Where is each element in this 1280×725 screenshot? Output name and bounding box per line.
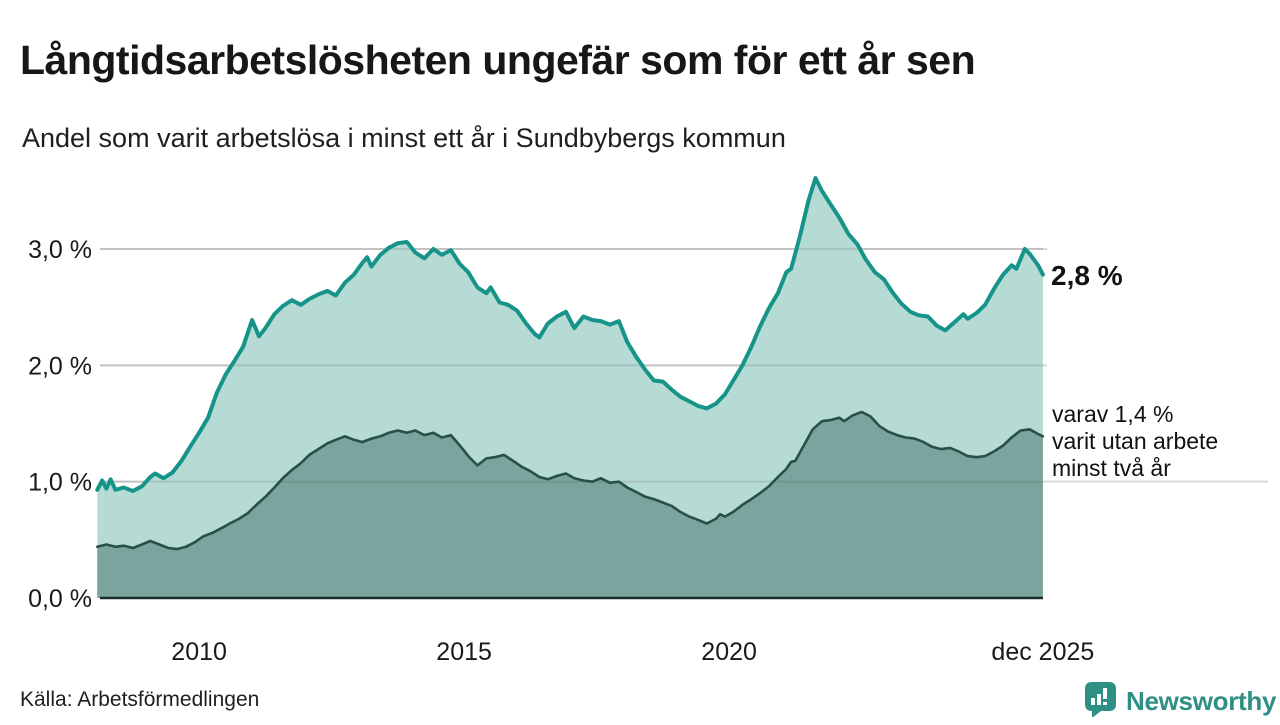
source-attribution: Källa: Arbetsförmedlingen <box>20 688 260 711</box>
y-tick-label: 2,0 % <box>28 352 92 380</box>
bar-chart-speech-bubble-icon <box>1082 680 1119 722</box>
newsworthy-branding: Newsworthy <box>1082 680 1276 722</box>
y-tick-label: 3,0 % <box>28 236 92 264</box>
line-unemployed-two-years <box>96 410 1045 551</box>
chart-title: Långtidsarbetslösheten ungefär som för e… <box>20 37 976 84</box>
y-tick-label: 1,0 % <box>28 469 92 497</box>
x-tick-label: 2020 <box>701 638 757 666</box>
chart-subtitle: Andel som varit arbetslösa i minst ett å… <box>22 123 786 153</box>
area-unemployed-two-years <box>97 411 1043 598</box>
two-year-note: varav 1,4 % varit utan arbete minst två … <box>1052 401 1219 481</box>
x-tick-label: 2010 <box>171 638 227 666</box>
line-unemployed-one-year <box>95 176 1045 493</box>
x-tick-label: dec 2025 <box>991 638 1094 666</box>
y-tick-label: 0,0 % <box>28 585 92 613</box>
brand-wordmark: Newsworthy <box>1126 685 1277 716</box>
latest-value-label: 2,8 % <box>1051 260 1123 291</box>
x-tick-label: 2015 <box>436 638 492 666</box>
